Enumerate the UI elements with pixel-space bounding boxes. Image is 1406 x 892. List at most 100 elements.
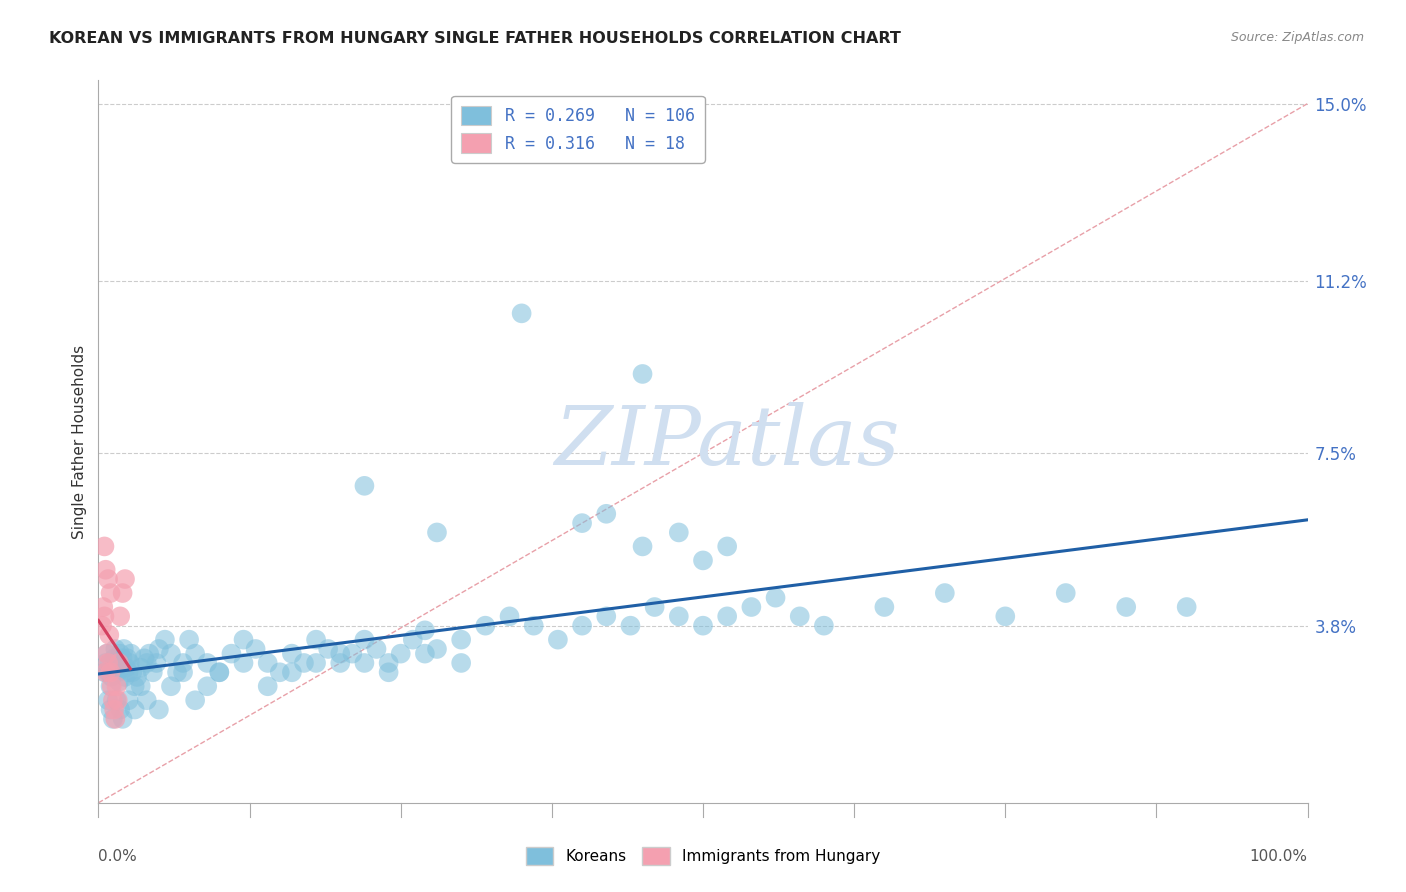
Point (91, 600, 114, 615)
Point (124, 702, 146, 716)
Point (108, 674, 131, 689)
Point (100, 679, 122, 693)
Text: ZIPatlas: ZIPatlas (554, 401, 900, 482)
Point (450, 656, 472, 670)
Point (547, 632, 569, 647)
Point (96, 647, 118, 661)
Point (114, 572, 136, 586)
Point (108, 702, 131, 716)
Point (105, 693, 128, 707)
Point (107, 665, 129, 680)
Point (111, 712, 134, 726)
Point (184, 647, 207, 661)
Point (353, 632, 375, 647)
Point (112, 642, 135, 657)
Point (97, 665, 120, 680)
Point (1054, 586, 1077, 600)
Point (1115, 600, 1137, 615)
Point (97, 693, 120, 707)
Point (135, 693, 157, 707)
Point (105, 656, 128, 670)
Point (172, 656, 194, 670)
Point (120, 647, 142, 661)
Point (208, 665, 231, 680)
Point (94, 656, 117, 670)
Point (153, 632, 176, 647)
Point (179, 632, 201, 647)
Point (103, 702, 125, 716)
Point (124, 679, 146, 693)
Point (101, 660, 124, 674)
Point (94, 665, 117, 680)
Text: Source: ZipAtlas.com: Source: ZipAtlas.com (1230, 31, 1364, 45)
Point (571, 516, 593, 530)
Point (571, 618, 593, 632)
Point (221, 647, 243, 661)
Point (668, 609, 690, 624)
Point (716, 540, 738, 554)
Point (692, 553, 714, 567)
Point (329, 647, 352, 661)
Point (145, 656, 167, 670)
Point (117, 651, 139, 665)
Point (619, 618, 641, 632)
Point (96, 647, 118, 661)
Point (93, 665, 115, 680)
Point (108, 656, 131, 670)
Point (127, 670, 149, 684)
Point (111, 586, 134, 600)
Point (934, 586, 956, 600)
Point (101, 693, 124, 707)
Point (413, 624, 436, 638)
Point (668, 525, 690, 540)
Point (789, 609, 811, 624)
Y-axis label: Single Father Households: Single Father Households (72, 344, 87, 539)
Point (91, 618, 114, 632)
Point (94, 563, 117, 577)
Point (353, 656, 375, 670)
Point (232, 632, 254, 647)
Point (104, 712, 127, 726)
Point (208, 665, 231, 680)
Point (377, 665, 399, 680)
Point (765, 591, 787, 605)
Point (595, 507, 617, 521)
Point (160, 647, 183, 661)
Point (256, 679, 278, 693)
Point (134, 651, 156, 665)
Point (305, 632, 328, 647)
Point (142, 665, 165, 680)
Point (104, 642, 127, 657)
Point (98, 628, 121, 642)
Point (366, 642, 388, 657)
Point (195, 656, 218, 670)
Point (631, 367, 654, 381)
Point (114, 670, 136, 684)
Point (692, 618, 714, 632)
Text: 100.0%: 100.0% (1250, 849, 1308, 864)
Legend: Koreans, Immigrants from Hungary: Koreans, Immigrants from Hungary (520, 841, 886, 871)
Point (100, 665, 122, 680)
Point (138, 647, 160, 661)
Point (195, 679, 218, 693)
Point (129, 660, 152, 674)
Point (100, 586, 122, 600)
Point (595, 609, 617, 624)
Point (232, 656, 254, 670)
Point (97, 656, 120, 670)
Text: 0.0%: 0.0% (98, 849, 138, 864)
Point (474, 618, 496, 632)
Point (377, 656, 399, 670)
Point (631, 540, 654, 554)
Point (166, 665, 188, 680)
Point (148, 642, 170, 657)
Point (498, 609, 520, 624)
Point (93, 540, 115, 554)
Point (100, 670, 122, 684)
Point (994, 609, 1017, 624)
Point (450, 632, 472, 647)
Point (353, 479, 375, 493)
Point (740, 600, 762, 615)
Legend: R = 0.269   N = 106, R = 0.316   N = 18: R = 0.269 N = 106, R = 0.316 N = 18 (451, 95, 704, 162)
Point (245, 642, 267, 657)
